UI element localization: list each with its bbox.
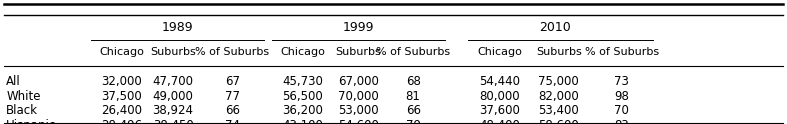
Text: 81: 81 [406, 90, 420, 103]
Text: 67: 67 [224, 75, 240, 88]
Text: 66: 66 [224, 105, 240, 117]
Text: 54,600: 54,600 [338, 119, 379, 124]
Text: 75,000: 75,000 [538, 75, 579, 88]
Text: 53,400: 53,400 [538, 105, 579, 117]
Text: All: All [6, 75, 21, 88]
Text: Hispanic: Hispanic [6, 119, 57, 124]
Text: Suburbs: Suburbs [150, 47, 196, 57]
Text: 1999: 1999 [342, 21, 374, 34]
Text: 45,730: 45,730 [283, 75, 323, 88]
Text: 38,924: 38,924 [153, 105, 194, 117]
Text: 80,000: 80,000 [479, 90, 520, 103]
Text: Chicago: Chicago [99, 47, 145, 57]
Text: 49,000: 49,000 [153, 90, 194, 103]
Text: Suburbs: Suburbs [335, 47, 381, 57]
Text: 79: 79 [405, 119, 421, 124]
Text: 56,500: 56,500 [283, 90, 323, 103]
Text: % of Suburbs: % of Suburbs [376, 47, 450, 57]
Text: 28,496: 28,496 [102, 119, 142, 124]
Text: Suburbs: Suburbs [536, 47, 582, 57]
Text: 54,440: 54,440 [479, 75, 520, 88]
Text: 83: 83 [615, 119, 629, 124]
Text: 37,500: 37,500 [102, 90, 142, 103]
Text: 32,000: 32,000 [102, 75, 142, 88]
Text: 70: 70 [615, 105, 629, 117]
Text: 26,400: 26,400 [102, 105, 142, 117]
Text: 67,000: 67,000 [338, 75, 379, 88]
Text: 48,400: 48,400 [479, 119, 520, 124]
Text: Black: Black [6, 105, 39, 117]
Text: 53,000: 53,000 [338, 105, 379, 117]
Text: 68: 68 [406, 75, 420, 88]
Text: 1989: 1989 [161, 21, 193, 34]
Text: 98: 98 [615, 90, 629, 103]
Text: 66: 66 [405, 105, 421, 117]
Text: 43,100: 43,100 [283, 119, 323, 124]
Text: 2010: 2010 [539, 21, 571, 34]
Text: % of Suburbs: % of Suburbs [195, 47, 269, 57]
Text: Chicago: Chicago [280, 47, 326, 57]
Text: White: White [6, 90, 41, 103]
Text: 70,000: 70,000 [338, 90, 379, 103]
Text: 37,600: 37,600 [479, 105, 520, 117]
Text: 74: 74 [224, 119, 240, 124]
Text: 77: 77 [224, 90, 240, 103]
Text: % of Suburbs: % of Suburbs [585, 47, 659, 57]
Text: Chicago: Chicago [477, 47, 523, 57]
Text: 82,000: 82,000 [538, 90, 579, 103]
Text: 73: 73 [615, 75, 629, 88]
Text: 47,700: 47,700 [153, 75, 194, 88]
Text: 38,450: 38,450 [153, 119, 194, 124]
Text: 58,600: 58,600 [538, 119, 579, 124]
Text: 36,200: 36,200 [283, 105, 323, 117]
